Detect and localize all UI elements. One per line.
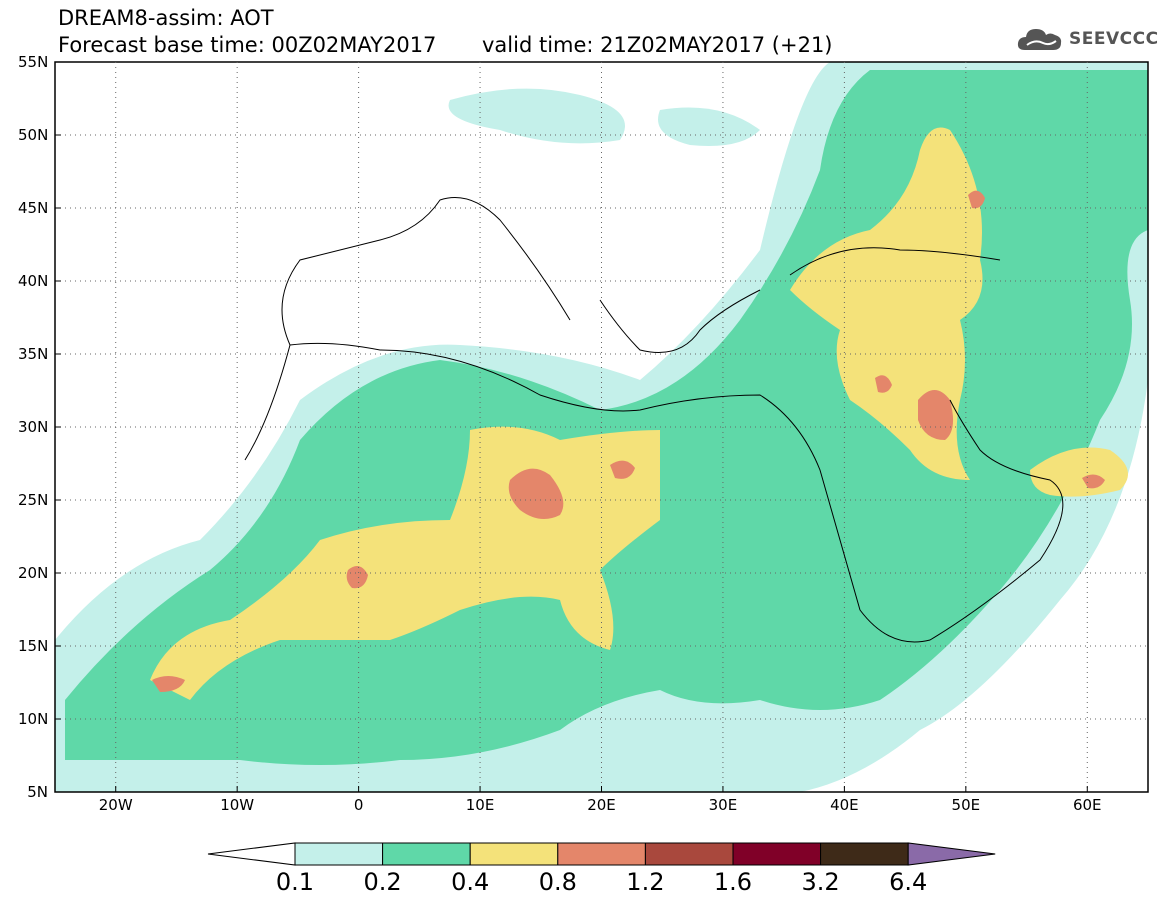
colorbar-label: 1.2: [626, 868, 665, 896]
axis-ticks: [55, 61, 1088, 793]
colorbar-swatch: [732, 842, 822, 866]
colorbar-label: 0.2: [363, 868, 402, 896]
lon-label: 20W: [98, 796, 133, 814]
colorbar-swatch: [469, 842, 559, 866]
lon-label: 50E: [951, 796, 981, 814]
colorbar-label: 6.4: [889, 868, 928, 896]
colorbar-label: 0.8: [538, 868, 577, 896]
colorbar-label: 0.4: [451, 868, 490, 896]
lon-label: 10W: [220, 796, 255, 814]
lat-label: 40N: [18, 272, 49, 290]
valid-time: valid time: 21Z02MAY2017 (+21): [482, 33, 833, 57]
colorbar-swatch: [644, 842, 734, 866]
colorbar-label: 0.1: [275, 868, 315, 896]
colorbar-swatch: [294, 842, 384, 866]
colorbar-label: 3.2: [801, 868, 840, 896]
lat-label: 50N: [18, 126, 49, 144]
lat-label: 45N: [18, 199, 49, 217]
map-title: DREAM8-assim: AOT: [58, 6, 274, 30]
seevccc-logo: SEEVCCC: [1015, 24, 1159, 54]
lat-label: 55N: [18, 53, 49, 71]
lat-label: 25N: [18, 491, 49, 509]
coastlines: [244, 197, 1064, 643]
colorbar-swatch: [820, 842, 909, 866]
lat-label: 35N: [18, 345, 49, 363]
lat-label: 30N: [18, 418, 49, 436]
colorbar-label: 1.6: [713, 868, 753, 896]
lat-label: 5N: [27, 783, 48, 801]
lon-label: 30E: [708, 796, 738, 814]
aot-field-0.8: [508, 468, 564, 519]
cloud-icon: [1017, 29, 1062, 50]
lat-label: 15N: [18, 637, 49, 655]
colorbar-swatch: [557, 842, 646, 866]
colorbar-arrow-high: [907, 842, 996, 866]
colorbar-swatch: [382, 842, 471, 866]
forecast-base-time: Forecast base time: 00Z02MAY2017: [58, 33, 437, 57]
colorbar-arrow-low: [207, 842, 296, 866]
lon-label: 40E: [830, 796, 859, 814]
lon-label: 60E: [1072, 796, 1102, 814]
logo-text: SEEVCCC: [1069, 29, 1159, 49]
gridlines: [55, 62, 1148, 792]
lon-label: 20E: [587, 796, 616, 814]
lat-label: 20N: [18, 564, 49, 582]
lat-label: 10N: [18, 710, 49, 728]
lon-label: 10E: [465, 796, 495, 814]
lon-label: 0: [353, 796, 364, 814]
